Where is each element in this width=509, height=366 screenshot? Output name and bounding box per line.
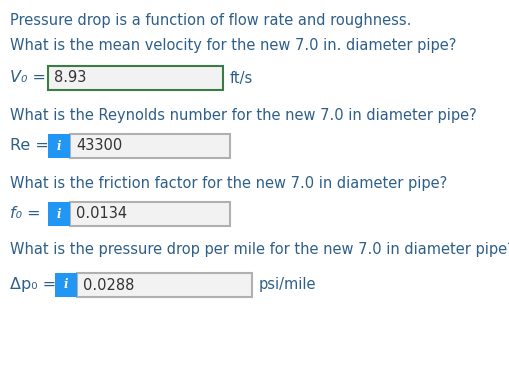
- Text: f₀ =: f₀ =: [10, 206, 40, 221]
- Text: What is the pressure drop per mile for the new 7.0 in diameter pipe?: What is the pressure drop per mile for t…: [10, 242, 509, 257]
- Text: 0.0288: 0.0288: [83, 277, 134, 292]
- Text: What is the Reynolds number for the new 7.0 in diameter pipe?: What is the Reynolds number for the new …: [10, 108, 476, 123]
- FancyBboxPatch shape: [48, 66, 222, 90]
- Text: V₀ =: V₀ =: [10, 71, 46, 86]
- Text: i: i: [56, 208, 61, 220]
- Text: i: i: [64, 279, 68, 291]
- Text: What is the mean velocity for the new 7.0 in. diameter pipe?: What is the mean velocity for the new 7.…: [10, 38, 456, 53]
- Text: 0.0134: 0.0134: [76, 206, 127, 221]
- Text: 43300: 43300: [76, 138, 122, 153]
- FancyBboxPatch shape: [48, 134, 70, 158]
- Text: Pressure drop is a function of flow rate and roughness.: Pressure drop is a function of flow rate…: [10, 13, 411, 28]
- Text: What is the friction factor for the new 7.0 in diameter pipe?: What is the friction factor for the new …: [10, 176, 446, 191]
- Text: Δp₀ =: Δp₀ =: [10, 277, 56, 292]
- FancyBboxPatch shape: [77, 273, 251, 297]
- Text: 8.93: 8.93: [54, 71, 86, 86]
- Text: ft/s: ft/s: [230, 71, 253, 86]
- FancyBboxPatch shape: [70, 134, 230, 158]
- FancyBboxPatch shape: [70, 202, 230, 226]
- FancyBboxPatch shape: [55, 273, 77, 297]
- FancyBboxPatch shape: [48, 202, 70, 226]
- Text: psi/mile: psi/mile: [259, 277, 316, 292]
- Text: i: i: [56, 139, 61, 153]
- Text: Re =: Re =: [10, 138, 49, 153]
